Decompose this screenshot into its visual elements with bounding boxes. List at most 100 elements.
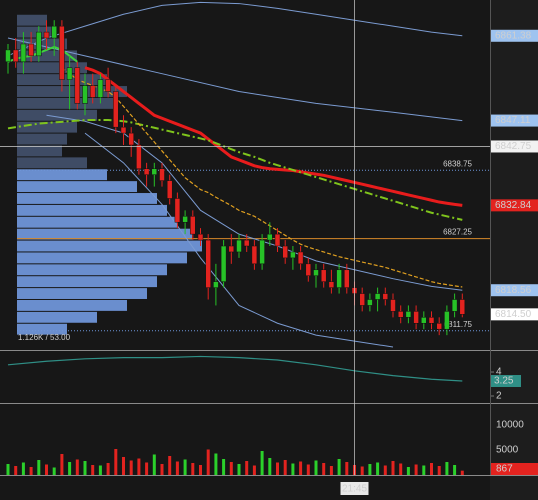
candle-body [51,25,57,39]
profile-row [17,97,117,109]
value-badge [491,463,538,475]
candle-body [120,126,127,134]
candle-body [166,180,173,199]
price-badge [491,284,538,297]
candle-body [190,216,196,235]
candle-body [459,299,466,315]
profile-row [17,133,67,145]
volume-bar [175,461,179,475]
candle-body [66,67,73,80]
volume-bar [391,461,395,475]
volume-bar [199,465,202,475]
price-badge [491,199,538,212]
profile-row [17,181,137,193]
volume-bar [191,463,195,475]
profile-row [17,216,177,228]
volume-bar [114,449,118,475]
volume-bar [430,463,433,475]
candle-body [259,239,265,265]
volume-bar [137,458,141,475]
volume-bar [183,459,187,475]
candles [5,20,466,336]
volume-bar [445,462,449,475]
moving-average [7,119,463,221]
price-badge-label: 6847.11 [495,115,531,126]
cursor-time-label: 21:45 [342,484,367,495]
level-label: 6827.25 [443,228,472,237]
profile-row [17,62,87,74]
candle-body [305,263,312,276]
candle-body [320,269,327,282]
candle-body [113,91,119,128]
volume-bar [414,464,418,475]
profile-row [17,288,147,299]
volume-bar [68,462,72,475]
candle-body [436,323,442,330]
price-badge [491,114,538,127]
volume-bar [214,453,218,475]
volume-bar [145,462,149,475]
profile-row [17,240,202,252]
volume-bar [245,461,249,475]
profile-row [17,109,97,121]
band-line [7,37,463,122]
volume-bar [106,463,110,475]
candle-body [405,311,412,318]
volume-bar [98,465,102,475]
candle-body [382,293,389,300]
candle-body [344,269,350,288]
candle-body [82,85,88,104]
candle-body [159,168,165,181]
candle-body [213,281,219,288]
candle-body [359,293,365,306]
candle-body [367,299,373,306]
candle-body [20,43,27,63]
volume-bar [6,464,10,475]
y-tick-label: 10000 [496,420,524,431]
candle-body [413,311,419,324]
candle-body [174,198,181,223]
volume-bar [345,462,349,475]
candle-body [243,239,250,247]
volume-bar [75,459,79,475]
volume-bar [91,465,95,475]
volume-bar [329,466,333,475]
volume-bar [422,465,426,475]
profile-row [17,299,127,311]
candle-body [421,317,427,324]
profile-row [17,276,157,288]
volume-bar [314,460,318,475]
candle-body [397,311,404,318]
candle-body [97,79,104,98]
candle-body [74,67,81,104]
moving-average [84,66,463,207]
candle-body [428,317,435,324]
profile-row [17,50,77,62]
profile-row [17,264,167,276]
cursor-badge [491,140,538,153]
indicator-line [7,355,463,382]
price-badge-label: 6832.84 [495,200,532,211]
volume-bar [260,451,264,475]
volume-bar [229,462,233,475]
volume-bar [360,466,364,475]
profile-row [17,204,167,216]
volume-bar [337,459,341,475]
candle-body [313,269,319,276]
volume-bar [83,461,87,475]
volume-bar [399,463,403,475]
profile-row [17,121,77,133]
volume-bar [60,454,64,475]
volume-bar [14,466,18,475]
volume-bar [37,460,41,475]
profile-row [17,157,87,169]
candle-body [267,233,273,241]
volume-bar [453,465,457,475]
moving-average [61,67,463,288]
candle-body [197,233,204,241]
volume-profile: 1.126K / 53.00 [17,14,202,342]
volume-bar [29,467,33,475]
band-line [46,114,463,291]
value-badge-label: 3.25 [494,376,514,387]
